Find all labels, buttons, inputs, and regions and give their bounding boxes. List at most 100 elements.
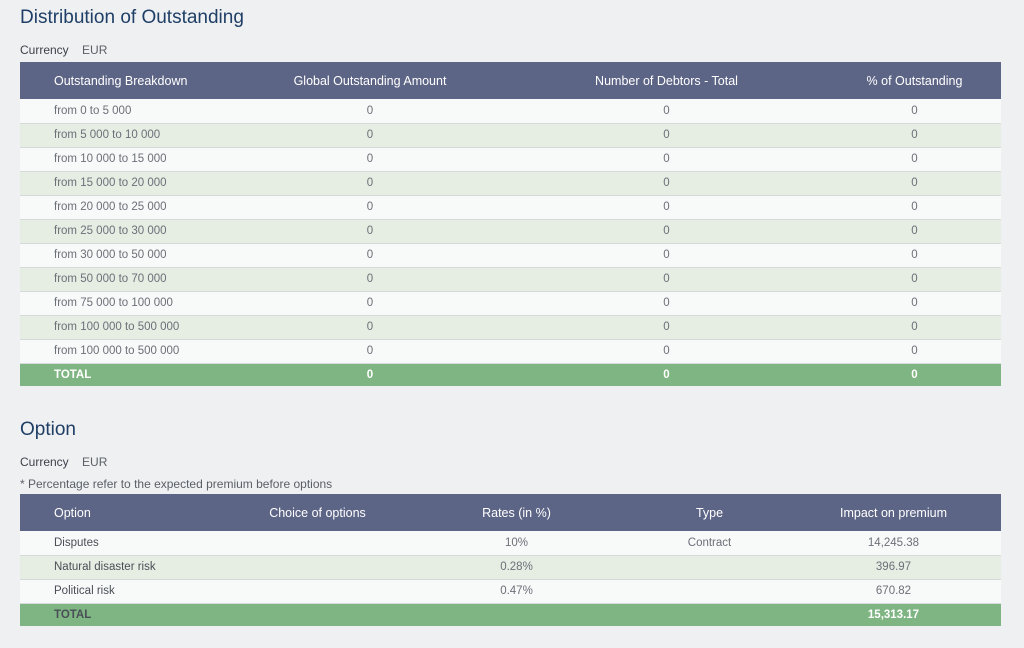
table-cell: 0 <box>505 123 828 148</box>
table-cell: 0 <box>235 171 505 196</box>
table-cell: 0 <box>235 315 505 340</box>
total-cell: 0 <box>828 363 1001 386</box>
total-cell: 0 <box>235 363 505 386</box>
table-cell: 0 <box>505 243 828 268</box>
table-cell: 10% <box>400 531 633 556</box>
table-cell <box>633 555 786 580</box>
table-cell: from 100 000 to 500 000 <box>20 315 235 340</box>
table-row: Political risk 0.47% 670.82 <box>20 579 1001 604</box>
table-header-row: Option Choice of options Rates (in %) Ty… <box>20 494 1001 531</box>
table-cell: from 15 000 to 20 000 <box>20 171 235 196</box>
table-row: from 20 000 to 25 000 0 0 0 <box>20 195 1001 220</box>
table-cell: from 0 to 5 000 <box>20 99 235 124</box>
column-header: Choice of options <box>235 494 400 531</box>
column-header: Number of Debtors - Total <box>505 62 828 99</box>
table-row: from 10 000 to 15 000 0 0 0 <box>20 147 1001 172</box>
option-title: Option <box>20 419 76 440</box>
table-cell: 0 <box>505 99 828 124</box>
column-header: % of Outstanding <box>828 62 1001 99</box>
table-cell: Political risk <box>20 579 235 604</box>
currency-value: EUR <box>82 455 108 469</box>
table-cell: 0 <box>828 267 1001 292</box>
table-cell: 0 <box>235 267 505 292</box>
table-row: from 15 000 to 20 000 0 0 0 <box>20 171 1001 196</box>
table-cell: 0 <box>235 339 505 364</box>
table-cell: 0 <box>828 123 1001 148</box>
total-cell <box>400 603 633 626</box>
table-cell: from 10 000 to 15 000 <box>20 147 235 172</box>
table-cell: 0 <box>505 171 828 196</box>
currency-label: Currency <box>20 43 69 57</box>
table-row: from 30 000 to 50 000 0 0 0 <box>20 243 1001 268</box>
table-row: Disputes 10% Contract 14,245.38 <box>20 531 1001 556</box>
column-header: Rates (in %) <box>400 494 633 531</box>
table-cell <box>633 579 786 604</box>
currency-value: EUR <box>82 43 108 57</box>
total-cell <box>235 603 400 626</box>
column-header: Global Outstanding Amount <box>235 62 505 99</box>
table-cell: 0 <box>235 147 505 172</box>
table-cell: 0 <box>828 291 1001 316</box>
total-cell: TOTAL <box>20 363 235 386</box>
table-cell: 0.47% <box>400 579 633 604</box>
table-cell: 0 <box>505 219 828 244</box>
column-header: Impact on premium <box>786 494 1001 531</box>
table-cell: 0 <box>505 339 828 364</box>
table-cell: 0 <box>235 291 505 316</box>
distribution-title: Distribution of Outstanding <box>20 7 244 28</box>
table-cell: 0 <box>235 123 505 148</box>
table-cell: 0 <box>828 171 1001 196</box>
table-row: from 0 to 5 000 0 0 0 <box>20 99 1001 124</box>
table-cell: 0 <box>828 339 1001 364</box>
table-cell: from 20 000 to 25 000 <box>20 195 235 220</box>
option-table: Option Choice of options Rates (in %) Ty… <box>20 494 1001 626</box>
distribution-currency: Currency EUR <box>20 43 107 57</box>
table-cell: from 75 000 to 100 000 <box>20 291 235 316</box>
table-cell: from 5 000 to 10 000 <box>20 123 235 148</box>
table-cell: 0.28% <box>400 555 633 580</box>
table-cell: from 25 000 to 30 000 <box>20 219 235 244</box>
table-row: from 100 000 to 500 000 0 0 0 <box>20 339 1001 364</box>
table-cell: 0 <box>828 99 1001 124</box>
percentage-note: * Percentage refer to the expected premi… <box>20 477 333 491</box>
table-cell: 0 <box>235 243 505 268</box>
table-cell: 0 <box>828 147 1001 172</box>
option-currency: Currency EUR <box>20 455 107 469</box>
table-cell: 0 <box>235 99 505 124</box>
table-cell <box>235 531 400 556</box>
table-cell: from 100 000 to 500 000 <box>20 339 235 364</box>
table-cell: 0 <box>828 315 1001 340</box>
currency-label: Currency <box>20 455 69 469</box>
table-row: from 25 000 to 30 000 0 0 0 <box>20 219 1001 244</box>
table-cell: 670.82 <box>786 579 1001 604</box>
table-row: from 100 000 to 500 000 0 0 0 <box>20 315 1001 340</box>
table-cell: from 50 000 to 70 000 <box>20 267 235 292</box>
table-row: from 5 000 to 10 000 0 0 0 <box>20 123 1001 148</box>
table-cell: from 30 000 to 50 000 <box>20 243 235 268</box>
total-row: TOTAL 0 0 0 <box>20 363 1001 386</box>
total-cell: 15,313.17 <box>786 603 1001 626</box>
table-cell: 0 <box>505 195 828 220</box>
table-cell: 0 <box>828 243 1001 268</box>
table-cell: 0 <box>505 315 828 340</box>
table-cell <box>235 579 400 604</box>
table-cell: 0 <box>505 147 828 172</box>
table-cell: Natural disaster risk <box>20 555 235 580</box>
table-cell: 14,245.38 <box>786 531 1001 556</box>
column-header: Option <box>20 494 235 531</box>
table-cell: Disputes <box>20 531 235 556</box>
table-cell: 0 <box>828 195 1001 220</box>
table-cell: 0 <box>235 195 505 220</box>
table-cell: 0 <box>505 267 828 292</box>
table-header-row: Outstanding Breakdown Global Outstanding… <box>20 62 1001 99</box>
table-cell: 0 <box>828 219 1001 244</box>
table-cell: 396.97 <box>786 555 1001 580</box>
table-cell: 0 <box>505 291 828 316</box>
table-row: from 75 000 to 100 000 0 0 0 <box>20 291 1001 316</box>
table-cell <box>235 555 400 580</box>
column-header: Type <box>633 494 786 531</box>
total-cell <box>633 603 786 626</box>
table-cell: Contract <box>633 531 786 556</box>
table-row: Natural disaster risk 0.28% 396.97 <box>20 555 1001 580</box>
